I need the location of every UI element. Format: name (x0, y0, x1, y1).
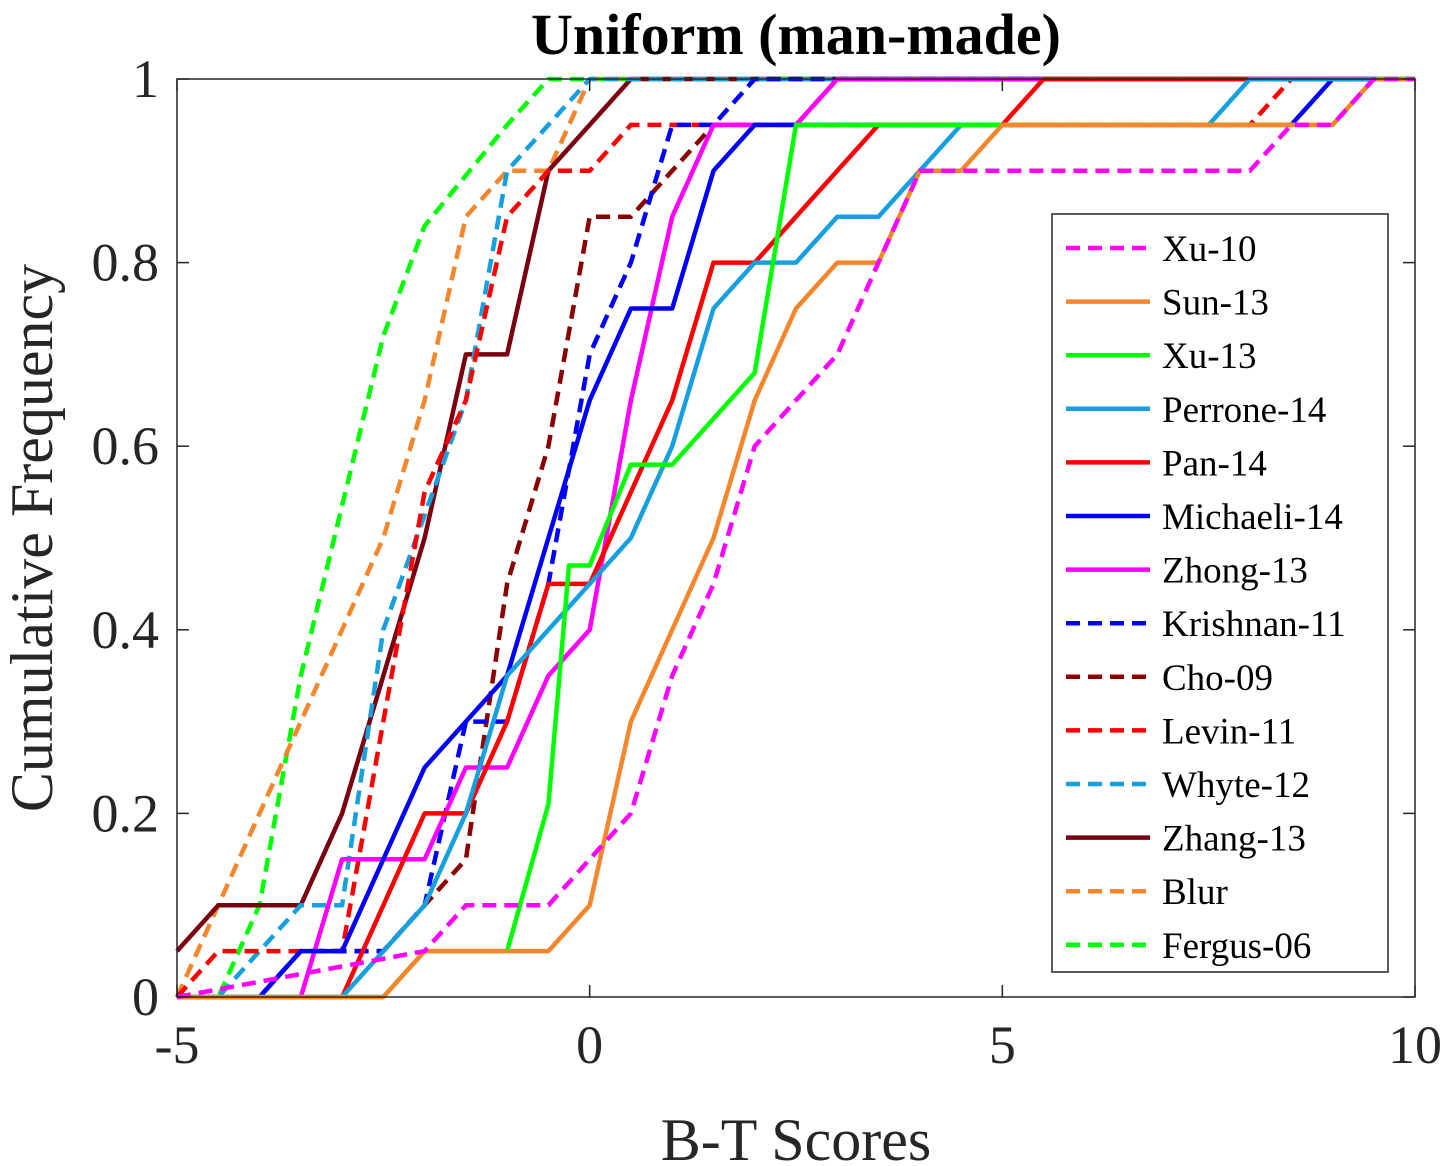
y-tick-label: 0.2 (92, 783, 160, 843)
legend-label: Zhang-13 (1162, 819, 1306, 860)
y-tick-label: 0.4 (92, 600, 160, 660)
y-tick-label: 0.8 (92, 233, 160, 293)
series-line-xu-10 (176, 76, 1415, 1000)
plot-area (174, 76, 1415, 1000)
legend-label: Pan-14 (1162, 443, 1267, 484)
series-line-whyte-12 (177, 76, 1415, 1000)
series-line-fergus-06 (177, 76, 1415, 1000)
y-axis-title: Cumulative Frequency (0, 264, 65, 812)
x-tick-label: -5 (155, 1015, 200, 1075)
legend-label: Michaeli-14 (1162, 497, 1343, 538)
legend-label: Cho-09 (1162, 658, 1273, 699)
series-line-blur (174, 76, 1415, 998)
legend-label: Blur (1162, 872, 1228, 913)
legend-label: Whyte-12 (1162, 765, 1310, 806)
y-tick-label: 1 (132, 49, 159, 109)
x-tick-label: 5 (989, 1015, 1016, 1075)
legend-label: Sun-13 (1162, 283, 1269, 324)
legend-label: Fergus-06 (1162, 926, 1311, 967)
legend: Xu-10 Sun-13 Xu-13 Perrone-14 Pan-14 Michaeli… (1051, 213, 1389, 973)
y-tick-label: 0.6 (92, 416, 160, 476)
legend-label: Levin-11 (1162, 711, 1296, 752)
series-line-sun-13 (177, 76, 1415, 1000)
legend-label: Krishnan-11 (1162, 604, 1346, 645)
y-tick-label: 0 (132, 967, 159, 1027)
x-axis-title: B-T Scores (661, 1107, 932, 1166)
legend-label: Zhong-13 (1162, 551, 1308, 592)
legend-label: Perrone-14 (1162, 390, 1326, 431)
x-tick-label: 10 (1388, 1015, 1442, 1075)
legend-label: Xu-10 (1162, 229, 1257, 270)
series-line-zhang-13 (175, 76, 1415, 953)
x-tick-label: 0 (576, 1015, 603, 1075)
chart-title: Uniform (man-made) (531, 2, 1061, 67)
plot-frame (176, 78, 1416, 998)
legend-label: Xu-13 (1162, 336, 1257, 377)
legend-box (1051, 213, 1389, 973)
